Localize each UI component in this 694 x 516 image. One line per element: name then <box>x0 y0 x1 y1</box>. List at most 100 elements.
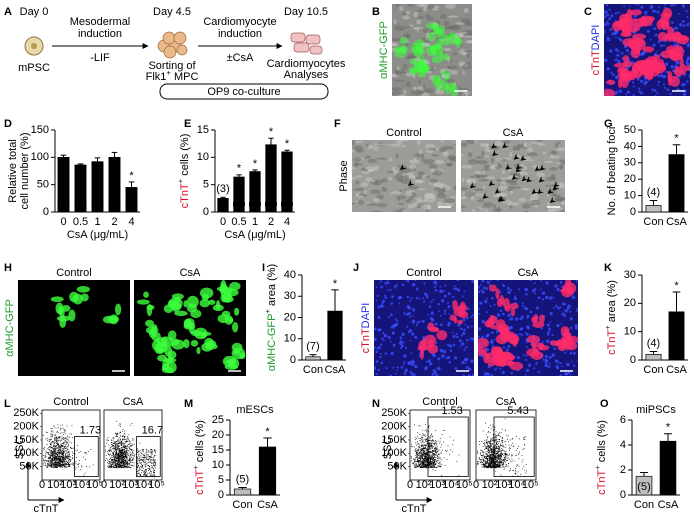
event-dot <box>57 438 58 439</box>
event-dot <box>425 466 426 467</box>
texture <box>681 83 685 87</box>
event-dot <box>54 445 55 446</box>
event-dot <box>64 452 65 453</box>
event-dot <box>50 451 51 452</box>
event-dot <box>129 467 130 468</box>
event-dot <box>429 454 430 455</box>
event-dot <box>435 459 436 460</box>
event-dot <box>427 449 428 450</box>
texture <box>670 76 680 87</box>
texture <box>686 23 689 26</box>
texture <box>191 340 198 347</box>
event-dot <box>110 448 111 449</box>
event-dot <box>130 455 131 456</box>
texture <box>674 3 677 6</box>
texture <box>412 283 416 287</box>
event-dot <box>442 434 443 435</box>
event-dot <box>70 464 71 465</box>
event-dot <box>55 434 56 435</box>
gate-value: 1.53 <box>441 405 462 417</box>
event-dot <box>50 433 51 434</box>
texture <box>353 163 362 165</box>
event-dot <box>72 425 73 426</box>
micrograph <box>134 280 246 376</box>
event-dot <box>131 457 132 458</box>
event-dot <box>437 456 438 457</box>
event-dot <box>420 467 421 468</box>
event-dot <box>425 430 426 431</box>
image-header: Control <box>386 127 421 139</box>
texture <box>565 277 571 289</box>
event-dot <box>425 439 426 440</box>
event-dot <box>84 453 85 454</box>
event-dot <box>154 472 155 473</box>
event-dot <box>68 464 69 465</box>
texture <box>411 297 413 299</box>
event-dot <box>434 456 435 457</box>
nucleus-icon <box>31 43 37 49</box>
event-dot <box>119 461 120 462</box>
texture <box>525 332 527 334</box>
event-dot <box>56 456 57 457</box>
event-dot <box>114 446 115 447</box>
event-dot <box>50 437 51 438</box>
event-dot <box>437 456 438 457</box>
panel-letter: A <box>4 6 12 18</box>
texture <box>444 198 446 203</box>
event-dot <box>116 453 117 454</box>
texture <box>474 188 483 191</box>
event-dot <box>420 438 421 439</box>
event-dot <box>419 440 420 441</box>
texture <box>564 351 566 353</box>
event-dot <box>429 452 430 453</box>
event-dot <box>111 455 112 456</box>
texture <box>145 320 154 327</box>
texture <box>404 189 406 191</box>
texture <box>377 328 380 331</box>
event-dot <box>59 441 60 442</box>
texture <box>143 291 149 297</box>
event-dot <box>56 464 57 465</box>
event-dot <box>116 451 117 452</box>
event-dot <box>432 458 433 459</box>
event-dot <box>132 440 133 441</box>
texture <box>429 362 432 365</box>
texture <box>486 373 488 375</box>
event-dot <box>430 443 431 444</box>
event-dot <box>459 475 460 476</box>
texture <box>446 164 451 166</box>
event-dot <box>50 452 51 453</box>
event-dot <box>130 425 131 426</box>
event-dot <box>439 462 440 463</box>
event-dot <box>85 459 86 460</box>
event-dot <box>429 463 430 464</box>
event-dot <box>56 445 57 446</box>
event-dot <box>69 454 70 455</box>
texture <box>225 315 233 325</box>
event-dot <box>76 463 77 464</box>
event-dot <box>430 452 431 453</box>
event-dot <box>111 462 112 463</box>
event-dot <box>56 447 57 448</box>
texture <box>525 293 528 296</box>
event-dot <box>140 469 141 470</box>
event-dot <box>146 469 147 470</box>
event-dot <box>127 465 128 466</box>
event-dot <box>431 467 432 468</box>
event-dot <box>114 457 115 458</box>
event-dot <box>120 450 121 451</box>
event-dot <box>423 453 424 454</box>
event-dot <box>444 457 445 458</box>
texture <box>526 348 539 356</box>
schematic-text: induction <box>218 28 262 40</box>
event-dot <box>52 466 53 467</box>
event-dot <box>118 439 119 440</box>
event-dot <box>117 462 118 463</box>
event-dot <box>68 440 69 441</box>
event-dot <box>106 443 107 444</box>
texture <box>499 327 507 334</box>
event-dot <box>69 466 70 467</box>
event-dot <box>47 465 48 466</box>
texture <box>558 362 560 364</box>
event-dot <box>60 441 61 442</box>
